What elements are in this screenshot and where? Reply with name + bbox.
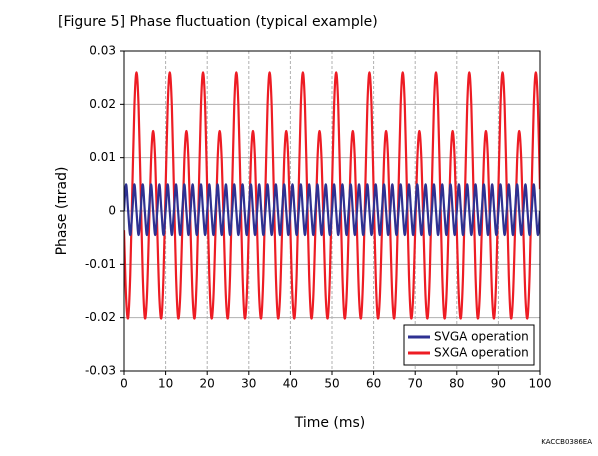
- x-tick-label: 100: [529, 377, 552, 391]
- x-tick-label: 70: [408, 377, 423, 391]
- x-tick-label: 30: [241, 377, 256, 391]
- figure-code: KACCB0386EA: [541, 438, 592, 446]
- x-tick-label: 60: [366, 377, 381, 391]
- x-tick-label: 20: [200, 377, 215, 391]
- x-tick-label: 80: [449, 377, 464, 391]
- x-tick-label: 50: [324, 377, 339, 391]
- y-tick-label: 0.01: [89, 150, 116, 164]
- y-tick-label: -0.02: [85, 310, 116, 324]
- y-tick-label: 0.03: [89, 44, 116, 58]
- chart-title: [Figure 5] Phase fluctuation (typical ex…: [58, 14, 378, 30]
- x-axis-label: Time (ms): [294, 415, 366, 431]
- legend-box: [403, 324, 535, 366]
- y-tick-label: 0.02: [89, 97, 116, 111]
- plot-frame: [123, 50, 541, 372]
- x-tick-label: 40: [283, 377, 298, 391]
- x-tick-label: 0: [120, 377, 128, 391]
- legend-label: SVGA operation: [434, 330, 529, 344]
- x-tick-label: 90: [491, 377, 506, 391]
- y-tick-label: -0.01: [85, 257, 116, 271]
- series-line: [124, 183, 540, 237]
- legend-label: SXGA operation: [434, 346, 529, 360]
- series-line: [124, 71, 540, 320]
- y-tick-label: -0.03: [85, 364, 116, 378]
- x-tick-label: 10: [158, 377, 173, 391]
- y-axis-label: Phase (πrad): [54, 167, 70, 256]
- y-tick-label: 0: [108, 204, 116, 218]
